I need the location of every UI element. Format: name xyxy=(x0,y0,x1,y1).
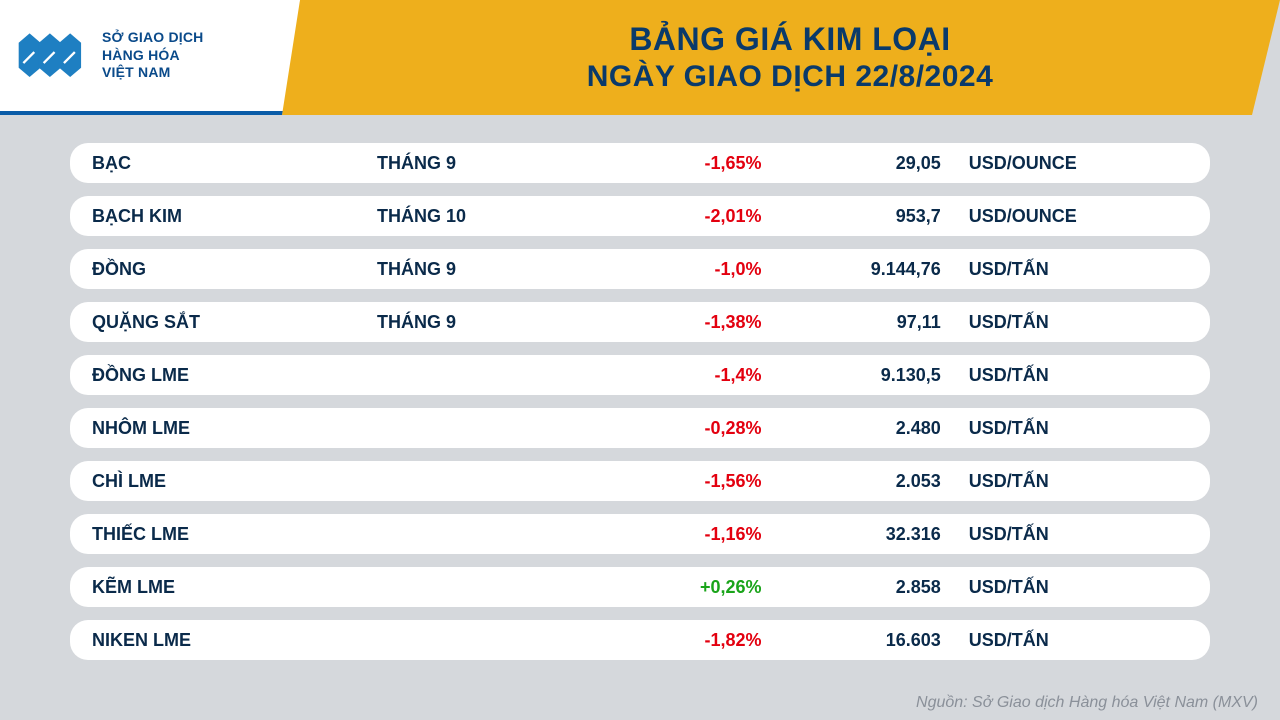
price-value: 2.480 xyxy=(772,418,969,439)
price-value: 9.144,76 xyxy=(772,259,969,280)
brand-line2: HÀNG HÓA xyxy=(102,47,203,65)
source-credit: Nguồn: Sở Giao dịch Hàng hóa Việt Nam (M… xyxy=(916,694,1258,712)
price-value: 97,11 xyxy=(772,312,969,333)
table-row: ĐỒNGTHÁNG 9-1,0%9.144,76USD/TẤN xyxy=(70,249,1210,289)
metal-name: NHÔM LME xyxy=(92,418,377,439)
change-percent: -1,82% xyxy=(596,630,771,651)
price-value: 2.053 xyxy=(772,471,969,492)
table-row: THIẾC LME -1,16%32.316USD/TẤN xyxy=(70,514,1210,554)
metal-name: BẠC xyxy=(92,153,377,174)
metal-name: QUẶNG SẮT xyxy=(92,312,377,333)
contract-month: THÁNG 9 xyxy=(377,259,596,280)
metal-name: THIẾC LME xyxy=(92,524,377,545)
table-row: ĐỒNG LME -1,4%9.130,5USD/TẤN xyxy=(70,355,1210,395)
table-row: NIKEN LME -1,82%16.603USD/TẤN xyxy=(70,620,1210,660)
metal-name: BẠCH KIM xyxy=(92,206,377,227)
change-percent: -1,4% xyxy=(596,365,771,386)
price-unit: USD/TẤN xyxy=(969,365,1188,386)
price-unit: USD/TẤN xyxy=(969,418,1188,439)
table-row: NHÔM LME -0,28%2.480USD/TẤN xyxy=(70,408,1210,448)
change-percent: -0,28% xyxy=(596,418,771,439)
contract-month: THÁNG 10 xyxy=(377,206,596,227)
price-unit: USD/TẤN xyxy=(969,259,1188,280)
title-banner: BẢNG GIÁ KIM LOẠI NGÀY GIAO DỊCH 22/8/20… xyxy=(270,0,1280,115)
logo-block: SỞ GIAO DỊCH HÀNG HÓA VIỆT NAM xyxy=(0,0,300,115)
change-percent: -1,38% xyxy=(596,312,771,333)
brand-text: SỞ GIAO DỊCH HÀNG HÓA VIỆT NAM xyxy=(102,29,203,82)
brand-logo-icon xyxy=(14,27,92,85)
price-unit: USD/OUNCE xyxy=(969,153,1188,174)
table-row: QUẶNG SẮTTHÁNG 9-1,38%97,11USD/TẤN xyxy=(70,302,1210,342)
price-unit: USD/TẤN xyxy=(969,471,1188,492)
price-unit: USD/TẤN xyxy=(969,577,1188,598)
price-unit: USD/TẤN xyxy=(969,630,1188,651)
page-title-line1: BẢNG GIÁ KIM LOẠI xyxy=(629,21,950,58)
price-unit: USD/TẤN xyxy=(969,524,1188,545)
price-value: 16.603 xyxy=(772,630,969,651)
price-value: 2.858 xyxy=(772,577,969,598)
page-title-line2: NGÀY GIAO DỊCH 22/8/2024 xyxy=(587,60,994,94)
brand-line3: VIỆT NAM xyxy=(102,64,203,82)
table-row: BẠCH KIMTHÁNG 10-2,01%953,7USD/OUNCE xyxy=(70,196,1210,236)
metal-name: NIKEN LME xyxy=(92,630,377,651)
metal-name: ĐỒNG xyxy=(92,259,377,280)
table-row: CHÌ LME -1,56%2.053USD/TẤN xyxy=(70,461,1210,501)
metal-name: ĐỒNG LME xyxy=(92,365,377,386)
contract-month: THÁNG 9 xyxy=(377,153,596,174)
price-value: 953,7 xyxy=(772,206,969,227)
header: SỞ GIAO DỊCH HÀNG HÓA VIỆT NAM BẢNG GIÁ … xyxy=(0,0,1280,115)
price-value: 32.316 xyxy=(772,524,969,545)
brand-line1: SỞ GIAO DỊCH xyxy=(102,29,203,47)
price-value: 29,05 xyxy=(772,153,969,174)
change-percent: -1,16% xyxy=(596,524,771,545)
change-percent: -1,56% xyxy=(596,471,771,492)
change-percent: -1,0% xyxy=(596,259,771,280)
change-percent: -2,01% xyxy=(596,206,771,227)
table-row: BẠCTHÁNG 9-1,65%29,05USD/OUNCE xyxy=(70,143,1210,183)
contract-month: THÁNG 9 xyxy=(377,312,596,333)
change-percent: -1,65% xyxy=(596,153,771,174)
price-value: 9.130,5 xyxy=(772,365,969,386)
price-unit: USD/OUNCE xyxy=(969,206,1188,227)
metal-name: KẼM LME xyxy=(92,577,377,598)
price-unit: USD/TẤN xyxy=(969,312,1188,333)
metal-name: CHÌ LME xyxy=(92,471,377,492)
table-row: KẼM LME +0,26%2.858USD/TẤN xyxy=(70,567,1210,607)
change-percent: +0,26% xyxy=(596,577,771,598)
price-table: BẠCTHÁNG 9-1,65%29,05USD/OUNCEBẠCH KIMTH… xyxy=(70,143,1210,660)
